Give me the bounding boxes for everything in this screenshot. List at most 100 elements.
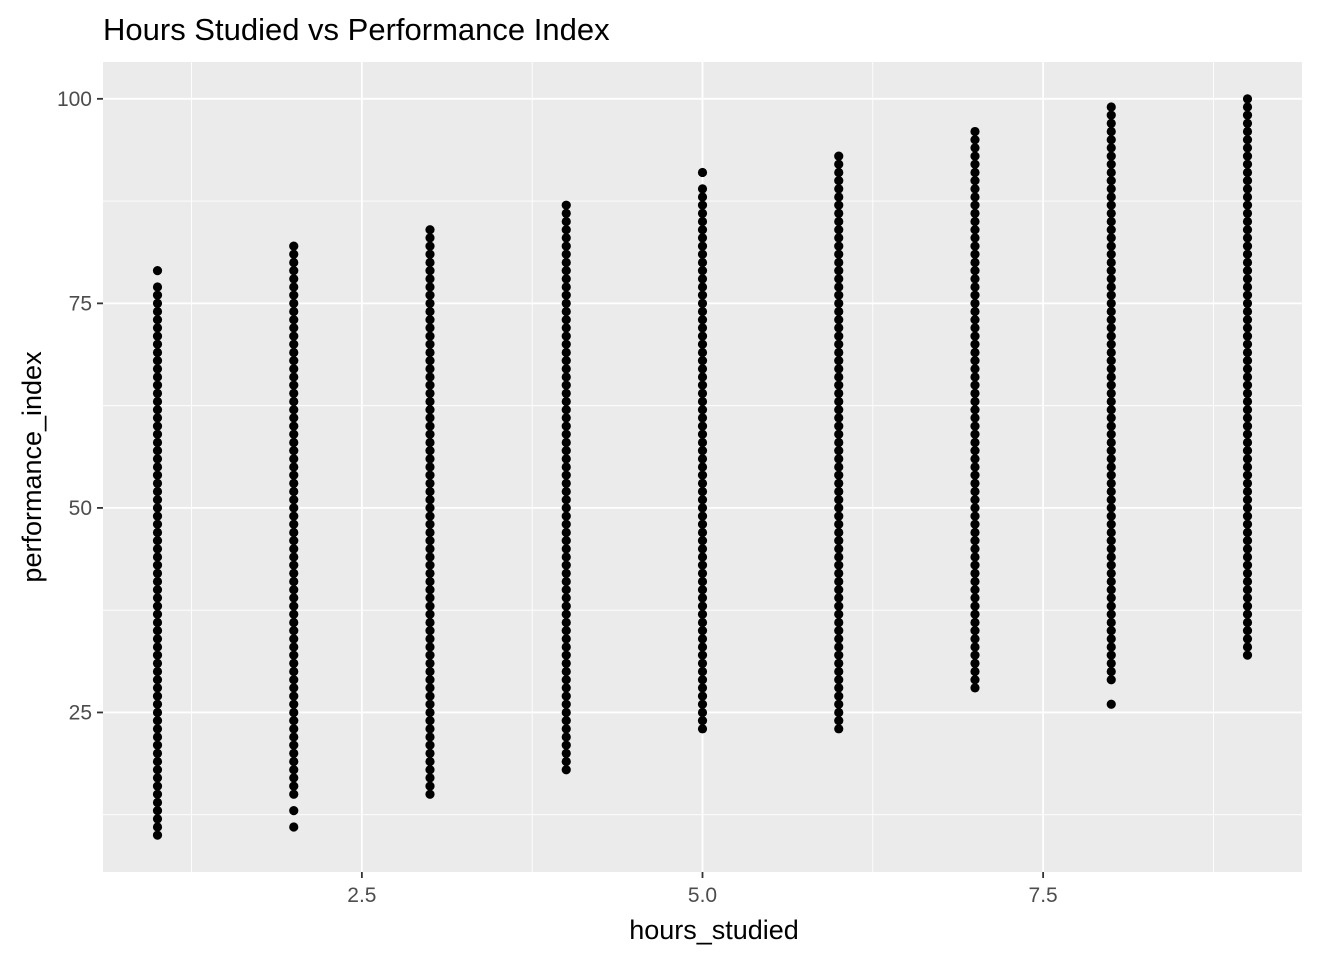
data-point: [970, 396, 980, 407]
data-point: [697, 617, 708, 628]
data-point: [970, 683, 980, 693]
data-point: [970, 527, 980, 538]
data-point: [697, 192, 708, 202]
data-point: [697, 675, 708, 685]
data-point: [970, 192, 980, 202]
data-point: [289, 536, 299, 546]
data-point: [152, 748, 163, 758]
data-point: [561, 331, 571, 341]
y-tick-label: 75: [69, 292, 92, 315]
data-point: [1242, 536, 1253, 546]
data-point: [561, 585, 571, 595]
data-point: [1242, 544, 1253, 554]
data-point: [970, 274, 980, 284]
data-point: [697, 552, 708, 562]
data-point: [289, 331, 299, 341]
data-point: [561, 699, 571, 709]
data-point: [425, 634, 435, 644]
data-point: [1242, 298, 1253, 308]
data-point: [425, 536, 435, 546]
data-point: [289, 544, 299, 554]
data-point: [1242, 315, 1253, 325]
data-point: [425, 356, 435, 366]
data-point: [425, 617, 435, 628]
data-point: [697, 707, 708, 718]
data-point: [289, 421, 299, 431]
data-point: [152, 478, 163, 488]
data-point: [834, 437, 844, 448]
data-point: [1242, 446, 1253, 456]
data-point: [834, 225, 844, 235]
data-point: [834, 241, 844, 251]
data-point: [1106, 462, 1116, 472]
data-point: [152, 593, 163, 603]
data-point: [1106, 503, 1116, 513]
data-point: [1242, 372, 1253, 382]
data-point: [970, 372, 980, 382]
data-point: [697, 339, 708, 349]
data-point: [697, 536, 708, 546]
data-point: [970, 552, 980, 562]
data-point: [697, 527, 708, 538]
data-point: [697, 364, 708, 374]
data-point: [289, 617, 299, 628]
data-point: [561, 323, 571, 333]
data-point: [834, 707, 844, 718]
data-point: [697, 257, 708, 268]
data-point: [152, 691, 163, 701]
data-point: [1242, 274, 1253, 284]
data-point: [834, 511, 844, 521]
data-point: [834, 249, 844, 259]
data-point: [970, 601, 980, 611]
data-point: [697, 601, 708, 611]
data-point: [289, 658, 299, 668]
data-point: [152, 666, 163, 677]
data-point: [152, 552, 163, 562]
data-point: [152, 446, 163, 456]
data-point: [561, 560, 571, 570]
data-point: [834, 208, 844, 218]
data-point: [561, 446, 571, 456]
data-point: [289, 691, 299, 701]
data-point: [1106, 151, 1116, 161]
data-point: [561, 339, 571, 349]
data-point: [289, 372, 299, 382]
data-point: [1106, 642, 1116, 652]
data-point: [561, 266, 571, 276]
data-point: [834, 331, 844, 341]
data-point: [1242, 306, 1253, 317]
data-point: [834, 462, 844, 472]
data-point: [1242, 249, 1253, 259]
data-point: [561, 765, 571, 775]
data-point: [697, 724, 708, 734]
data-point: [1242, 454, 1253, 464]
data-point: [697, 609, 708, 619]
data-point: [561, 421, 571, 431]
data-point: [152, 544, 163, 554]
data-point: [697, 568, 708, 578]
data-point: [561, 634, 571, 644]
data-point: [697, 511, 708, 521]
data-point: [289, 707, 299, 718]
data-point: [561, 233, 571, 243]
data-point: [425, 486, 435, 497]
data-point: [697, 306, 708, 317]
data-point: [1106, 274, 1116, 284]
data-point: [152, 675, 163, 685]
data-point: [152, 470, 163, 480]
data-point: [152, 568, 163, 578]
data-point: [425, 626, 435, 636]
data-point: [1106, 257, 1116, 268]
data-point: [425, 290, 435, 300]
data-point: [1106, 593, 1116, 603]
data-point: [152, 364, 163, 374]
data-point: [834, 266, 844, 276]
data-point: [425, 585, 435, 595]
data-point: [834, 724, 844, 734]
data-point: [1106, 495, 1116, 505]
data-point: [1242, 323, 1253, 333]
data-point: [970, 323, 980, 333]
data-point: [697, 593, 708, 603]
data-point: [697, 298, 708, 308]
data-point: [1106, 388, 1116, 398]
